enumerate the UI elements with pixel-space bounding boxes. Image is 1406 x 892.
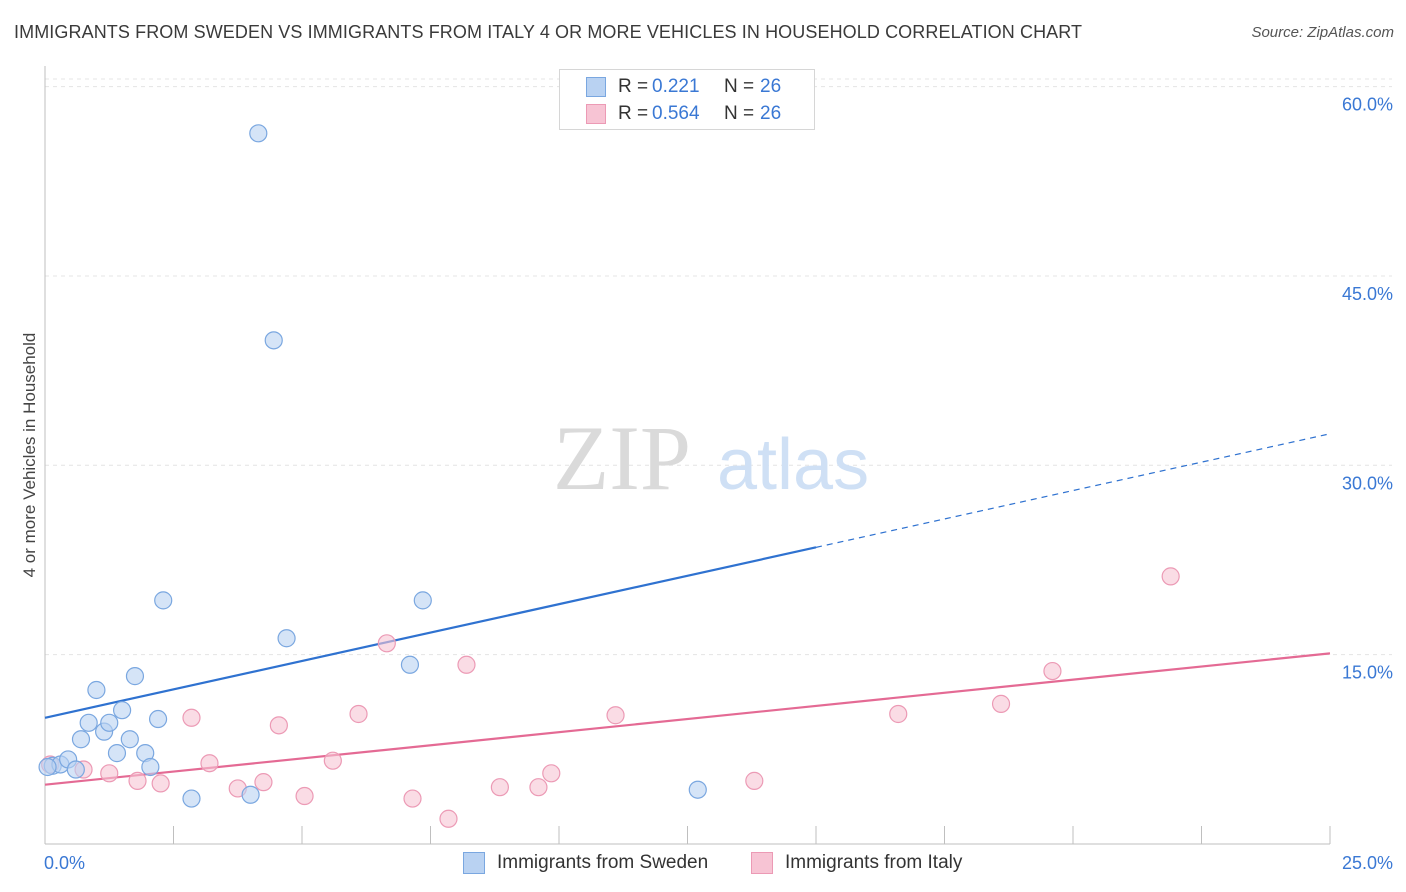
italy-legend-label: Immigrants from Italy xyxy=(785,852,963,873)
italy-point-4 xyxy=(151,774,170,793)
sweden-trend-extension xyxy=(815,433,1331,548)
italy-point-24 xyxy=(1043,661,1062,681)
sweden-point-15 xyxy=(148,709,168,729)
italy-point-10 xyxy=(295,786,314,806)
italy-point-12 xyxy=(349,704,368,724)
trend-lines xyxy=(44,433,1331,786)
italy-trend-line xyxy=(44,652,1331,786)
sweden-point-6 xyxy=(87,680,106,700)
sweden-swatch xyxy=(586,77,606,97)
italy-n-value: 26 xyxy=(760,103,782,124)
sweden-r-label: R = xyxy=(618,76,649,97)
italy-point-23 xyxy=(991,694,1011,713)
sweden-point-3 xyxy=(66,760,85,779)
sweden-point-19 xyxy=(249,124,268,143)
italy-point-18 xyxy=(529,778,548,797)
legend-row-sweden: R = 0.221 N = 26 xyxy=(586,75,781,99)
italy-swatch xyxy=(586,104,606,124)
sweden-point-20 xyxy=(264,331,283,350)
sweden-point-9 xyxy=(107,744,127,763)
sweden-point-18 xyxy=(241,785,260,804)
italy-point-21 xyxy=(745,771,764,790)
italy-point-19 xyxy=(542,764,561,783)
italy-n-label: N = xyxy=(724,103,755,124)
sweden-point-23 xyxy=(413,591,432,610)
sweden-n-value: 26 xyxy=(760,76,782,97)
sweden-point-25 xyxy=(38,757,57,777)
italy-point-15 xyxy=(439,809,458,828)
tick-labels: 15.0% 30.0% 45.0% 60.0% 0.0% 25.0% xyxy=(44,95,1393,873)
sweden-legend-swatch xyxy=(463,852,485,874)
sweden-point-22 xyxy=(400,655,420,674)
italy-legend-swatch xyxy=(751,852,773,874)
sweden-trend-line xyxy=(44,546,817,719)
legend-item-sweden[interactable]: Immigrants from Sweden xyxy=(463,852,708,874)
italy-point-11 xyxy=(323,751,342,770)
y-tick-label-2: 45.0% xyxy=(1342,284,1393,304)
italy-r-label: R = xyxy=(618,103,649,124)
y-tick-label-1: 30.0% xyxy=(1342,473,1393,493)
y-tick-label-0: 15.0% xyxy=(1342,663,1393,683)
italy-point-3 xyxy=(128,771,147,790)
x-tick-label-min: 0.0% xyxy=(44,853,85,873)
sweden-point-17 xyxy=(182,789,201,808)
italy-point-16 xyxy=(457,655,476,674)
sweden-r-value: 0.221 xyxy=(652,76,700,97)
italy-point-2 xyxy=(100,764,119,783)
y-tick-label-3: 60.0% xyxy=(1342,95,1393,115)
italy-point-22 xyxy=(889,704,908,724)
sweden-point-8 xyxy=(100,713,119,732)
sweden-point-21 xyxy=(277,629,296,648)
sweden-point-12 xyxy=(125,667,145,686)
stats-legend: R = 0.221 N = 26 R = 0.564 N = 26 xyxy=(559,69,815,130)
axes xyxy=(44,66,1331,845)
italy-point-14 xyxy=(403,789,422,808)
sweden-point-11 xyxy=(120,730,139,749)
italy-point-17 xyxy=(490,778,509,797)
italy-r-value: 0.564 xyxy=(652,103,700,124)
italy-point-25 xyxy=(1161,567,1180,586)
italy-point-13 xyxy=(377,634,396,653)
sweden-n-label: N = xyxy=(724,76,755,97)
sweden-point-14 xyxy=(141,757,160,777)
data-points xyxy=(38,124,1180,828)
sweden-point-5 xyxy=(79,713,98,732)
x-tick-label-max: 25.0% xyxy=(1342,853,1393,873)
legend-row-italy: R = 0.564 N = 26 xyxy=(586,102,781,126)
italy-point-6 xyxy=(200,754,219,773)
italy-point-8 xyxy=(254,773,273,792)
sweden-point-16 xyxy=(154,591,173,610)
italy-point-20 xyxy=(606,706,625,725)
chart-title: IMMIGRANTS FROM SWEDEN VS IMMIGRANTS FRO… xyxy=(14,22,1083,42)
sweden-point-10 xyxy=(112,701,132,720)
source-credit: Source: ZipAtlas.com xyxy=(1251,24,1394,41)
sweden-point-24 xyxy=(688,780,707,799)
sweden-point-4 xyxy=(71,730,91,749)
italy-point-9 xyxy=(269,716,288,735)
watermark-zip: ZIP xyxy=(553,407,691,509)
legend-item-italy[interactable]: Immigrants from Italy xyxy=(751,852,962,874)
italy-point-5 xyxy=(182,708,201,727)
sweden-legend-label: Immigrants from Sweden xyxy=(497,852,709,873)
watermark-atlas: atlas xyxy=(717,425,869,505)
